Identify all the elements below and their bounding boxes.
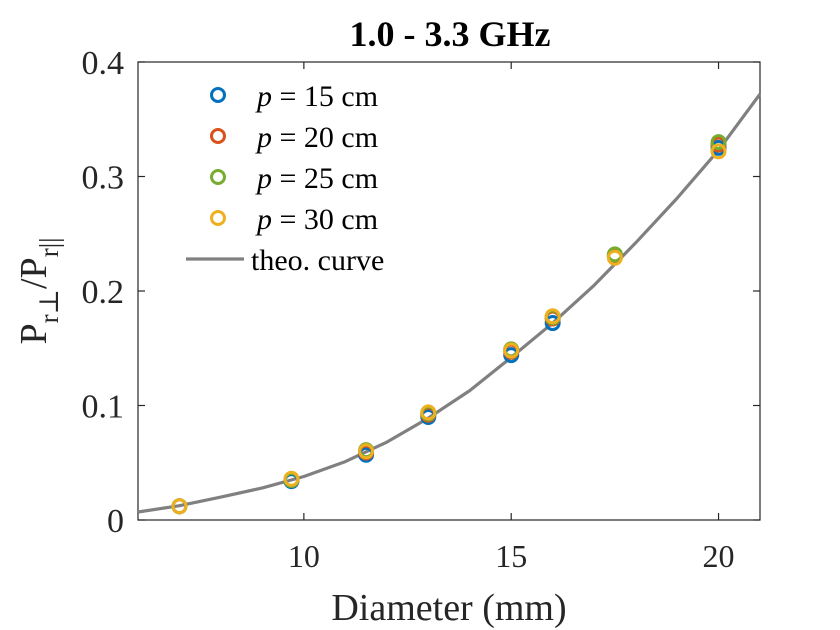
data-point bbox=[710, 143, 727, 160]
legend-label: theo. curve bbox=[251, 244, 384, 277]
legend-marker bbox=[210, 87, 226, 103]
data-point bbox=[710, 134, 727, 151]
legend-label-var: p bbox=[255, 162, 272, 195]
y-label-sub1: r⊥ bbox=[34, 289, 64, 323]
y-tick-label: 0.4 bbox=[82, 45, 125, 82]
y-label-base: P bbox=[13, 323, 55, 344]
series-3 bbox=[171, 143, 727, 515]
legend-label-text: = 25 cm bbox=[272, 162, 378, 195]
legend-label-var: p bbox=[255, 121, 272, 154]
legend-label-var: p bbox=[255, 80, 272, 113]
chart-title: 1.0 - 3.3 GHz bbox=[350, 14, 551, 54]
data-points bbox=[171, 134, 727, 515]
legend-marker bbox=[210, 128, 226, 144]
y-tick-label: 0 bbox=[107, 503, 124, 540]
tick-marks bbox=[138, 61, 760, 521]
legend-label-text: = 20 cm bbox=[272, 121, 378, 154]
data-point bbox=[171, 498, 188, 515]
legend-label: p = 30 cm bbox=[255, 203, 378, 236]
legend-label: p = 20 cm bbox=[255, 121, 378, 154]
legend-label-text: = 30 cm bbox=[272, 203, 378, 236]
y-label-slash: /P bbox=[13, 257, 55, 289]
legend-label: p = 15 cm bbox=[255, 80, 378, 113]
legend: p = 15 cmp = 20 cmp = 25 cmp = 30 cmtheo… bbox=[186, 80, 384, 277]
legend-marker bbox=[210, 169, 226, 185]
plot-area bbox=[137, 61, 761, 521]
y-tick-label: 0.2 bbox=[82, 274, 125, 311]
x-tick-label: 20 bbox=[703, 538, 735, 574]
y-axis-label: Pr⊥/Pr|| bbox=[13, 237, 64, 344]
legend-label: p = 25 cm bbox=[255, 162, 378, 195]
data-point bbox=[503, 342, 520, 359]
tick-labels: 10 15 20 0 0.1 0.2 0.3 0.4 bbox=[82, 45, 735, 574]
data-point bbox=[420, 404, 437, 421]
y-tick-label: 0.3 bbox=[82, 160, 125, 197]
theory-curve-line bbox=[137, 93, 762, 514]
data-point bbox=[358, 443, 375, 460]
data-point bbox=[606, 249, 623, 266]
legend-label-var: p bbox=[255, 203, 272, 236]
x-axis-label: Diameter (mm) bbox=[331, 587, 566, 629]
legend-label-text: = 15 cm bbox=[272, 80, 378, 113]
legend-marker bbox=[210, 210, 226, 226]
data-point bbox=[544, 308, 561, 325]
y-label-sub2: r|| bbox=[34, 237, 64, 257]
x-tick-label: 10 bbox=[288, 538, 320, 574]
theory-curve-layer bbox=[137, 93, 762, 514]
x-tick-label: 15 bbox=[495, 538, 527, 574]
data-point bbox=[283, 470, 300, 487]
y-tick-label: 0.1 bbox=[82, 389, 125, 426]
